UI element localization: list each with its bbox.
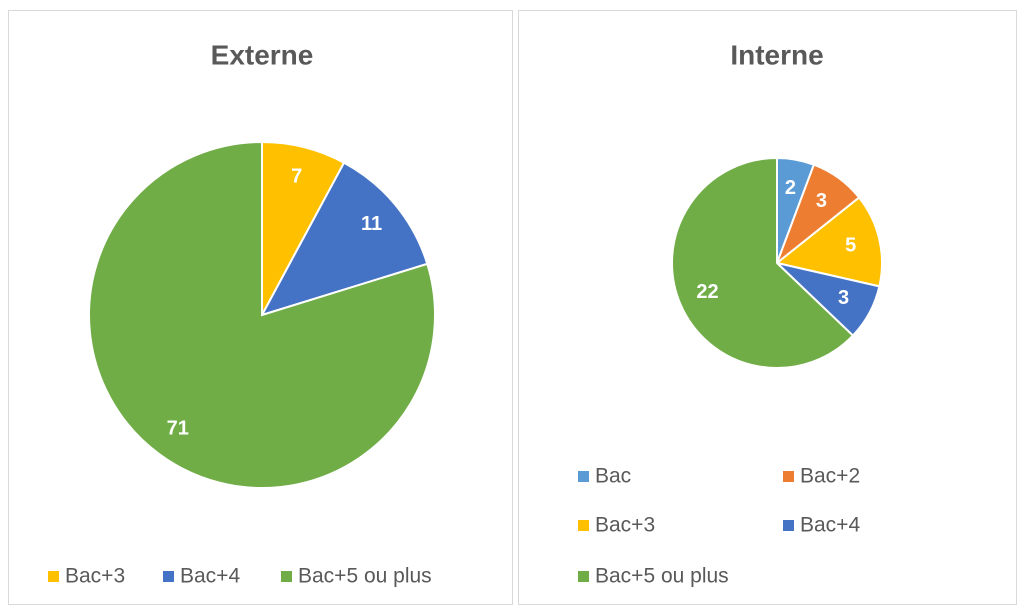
data-label: 11 [361, 213, 382, 235]
legend-label: Bac+3 [65, 565, 125, 588]
legend-swatch [163, 571, 174, 582]
legend-label: Bac+2 [800, 465, 860, 488]
pie-slice [774, 196, 883, 288]
legend-swatch [578, 471, 589, 482]
legend-swatch [281, 571, 292, 582]
chart-title: Externe [211, 39, 314, 70]
legend-swatch [578, 520, 589, 531]
data-label: 3 [838, 287, 849, 309]
legend-label: Bac+4 [180, 565, 240, 588]
legend-swatch [783, 471, 794, 482]
legend-swatch [578, 571, 589, 582]
data-label: 5 [845, 234, 856, 256]
legend-label: Bac+5 ou plus [298, 565, 432, 588]
legend-label: Bac+4 [800, 514, 860, 537]
data-label: 3 [816, 190, 827, 212]
legend-swatch [783, 520, 794, 531]
pie-slice [88, 140, 436, 489]
legend-label: Bac+3 [595, 514, 655, 537]
data-label: 2 [785, 177, 796, 199]
chart-title: Interne [730, 39, 823, 70]
legend-swatch [48, 571, 59, 582]
legend-label: Bac [595, 465, 631, 488]
data-label: 7 [291, 166, 302, 188]
pie-slice [259, 161, 429, 317]
data-label: 22 [696, 281, 718, 303]
legend-label: Bac+5 ou plus [595, 565, 729, 588]
pie-slice [671, 156, 855, 369]
data-label: 71 [167, 417, 189, 439]
